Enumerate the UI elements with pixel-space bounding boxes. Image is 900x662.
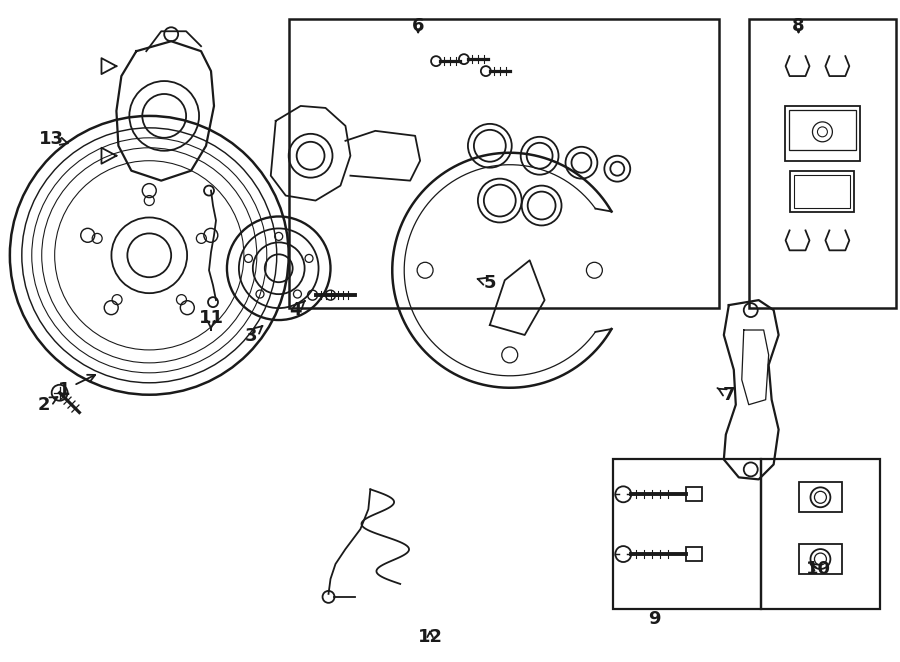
- Bar: [760, 459, 880, 609]
- Text: 6: 6: [412, 17, 425, 35]
- Bar: [798, 483, 842, 512]
- Bar: [289, 19, 719, 308]
- Text: 10: 10: [806, 560, 831, 578]
- Bar: [785, 106, 860, 161]
- Bar: [798, 544, 842, 574]
- Bar: [686, 487, 702, 501]
- Text: 13: 13: [40, 130, 68, 148]
- Bar: [613, 459, 760, 609]
- Bar: [686, 547, 702, 561]
- Text: 12: 12: [418, 628, 443, 645]
- Bar: [794, 175, 850, 207]
- Text: 5: 5: [478, 274, 496, 292]
- Text: 11: 11: [199, 309, 223, 330]
- Text: 7: 7: [717, 386, 735, 404]
- Text: 3: 3: [245, 326, 263, 345]
- Text: 9: 9: [648, 610, 661, 628]
- Text: 2: 2: [38, 396, 58, 414]
- Bar: [789, 171, 854, 213]
- Text: 8: 8: [792, 17, 805, 35]
- Text: 4: 4: [290, 301, 305, 319]
- Text: 1: 1: [58, 375, 95, 399]
- Bar: [788, 110, 856, 150]
- Bar: [749, 19, 896, 308]
